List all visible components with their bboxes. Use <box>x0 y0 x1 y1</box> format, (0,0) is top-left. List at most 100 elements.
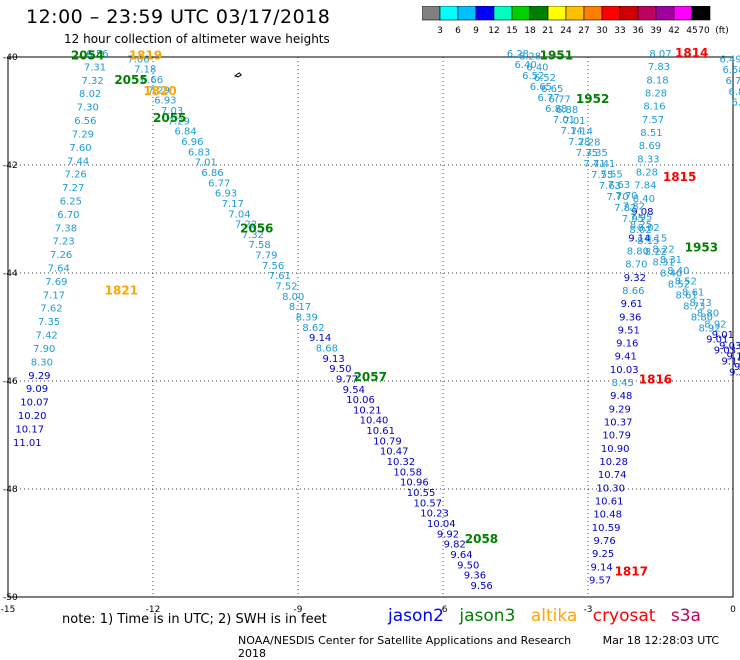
jason2-track-a-value: 7.35 <box>38 317 60 328</box>
jason2-track-b-value: 9.25 <box>592 549 614 560</box>
colorbar-swatch <box>529 6 549 21</box>
jason2-track-b-value: 8.07 <box>649 49 671 60</box>
jason2-track-a-value: 7.23 <box>52 237 74 248</box>
jason2-track-a-value: 7.26 <box>50 250 72 261</box>
jason2-track-b-value: 10.48 <box>593 510 622 521</box>
jason3-track-d-value-dup: 7.63 <box>608 180 630 191</box>
jason2-track-c-value: 8.00 <box>282 292 304 303</box>
jason2-track-c-value: 6.96 <box>181 137 203 148</box>
jason2-track-b-value: 9.48 <box>610 391 632 402</box>
legend-note: note: 1) Time is in UTC; 2) SWH is in fe… <box>62 612 327 627</box>
jason2-track-c-value: 7.04 <box>228 209 250 220</box>
jason3-track-d-value: 7.55 <box>591 170 613 181</box>
jason2-track-c-value: 8.62 <box>302 323 324 334</box>
jason2-track-b-value: 10.74 <box>598 470 627 481</box>
jason3-track-d-value-dup: 8.73 <box>689 298 711 309</box>
colorbar-swatch <box>673 6 693 21</box>
jason3-track-d-value: 8.31 <box>652 258 674 269</box>
jason2-track-a-value: 7.62 <box>40 304 62 315</box>
colorbar-tick-label: 6 <box>455 26 461 36</box>
y-tick-label: -48 <box>3 485 18 495</box>
jason3-track-d-value: 6.52 <box>522 71 544 82</box>
jason3-track-d-value: 7.14 <box>560 126 582 137</box>
jason2-track-c-value: 8.39 <box>296 312 318 323</box>
colorbar-swatch <box>475 6 495 21</box>
jason2-track-b-value: 9.76 <box>593 536 615 547</box>
legend-jason3: jason3 <box>459 606 516 626</box>
jason2-track-c-value: 9.50 <box>329 364 351 375</box>
jason2-track-a-value: 7.69 <box>45 277 67 288</box>
jason2-track-a-value: 7.31 <box>84 62 106 73</box>
jason3-track-d-value-dup: 7.01 <box>563 116 585 127</box>
colorbar-swatch <box>637 6 657 21</box>
jason2-track-c-value: 7.01 <box>195 158 217 169</box>
island-glyph <box>234 72 242 78</box>
jason3-track-d-value-dup: 7.70 <box>615 191 637 202</box>
jason2-track-b-value: 9.41 <box>615 352 637 363</box>
jason3-track-d-value: 6.40 <box>514 60 536 71</box>
jason2-track-b-value: 10.90 <box>601 444 630 455</box>
jason2-track-b-value: 7.57 <box>642 115 664 126</box>
jason3-track-d-value: 8.73 <box>683 302 705 313</box>
jason2-track-c-value: 6.77 <box>208 178 230 189</box>
colorbar-swatch <box>493 6 513 21</box>
jason3-track-d-value-dup: 7.35 <box>586 148 608 159</box>
colorbar-swatch <box>547 6 567 21</box>
jason3-track-d-value-dup: 9.15 <box>727 351 740 362</box>
jason2-track-b-value: 8.33 <box>637 154 659 165</box>
jason2-track-b-value: 10.61 <box>595 497 624 508</box>
jason2-track-b-value: 9.14 <box>590 562 612 573</box>
colorbar-tick-label: 30 <box>596 26 608 36</box>
colorbar-tick-label: 27 <box>578 26 589 36</box>
time-label: 1819 <box>129 49 162 63</box>
jason2-track-a-value: 10.07 <box>20 398 49 409</box>
jason2-track-a-value: 7.90 <box>33 344 55 355</box>
jason3-track-d-value-dup: 6.65 <box>541 84 563 95</box>
colorbar-tick-label: 42 <box>668 26 679 36</box>
jason3-track-d-value: 8.15 <box>637 236 659 247</box>
jason2-track-c-value: 8.17 <box>289 302 311 313</box>
jason3-track-d-value-dup: 9.22 <box>734 362 740 373</box>
jason2-track-a-value: 6.56 <box>86 49 108 60</box>
colorbar-tick-label: 36 <box>632 26 644 36</box>
jason2-track-c-value: 6.86 <box>201 168 223 179</box>
jason2-track-c-value: 7.32 <box>242 230 264 241</box>
jason3-track-d-value: 8.92 <box>698 324 720 335</box>
jason2-track-b-value: 9.57 <box>589 576 611 587</box>
jason3-track-d-value-dup: 9.01 <box>712 330 734 341</box>
jason3-track-d-value: 9.01 <box>706 335 728 346</box>
jason2-track-a-value: 6.56 <box>74 116 96 127</box>
jason3-track-d-value: 8.22 <box>645 247 667 258</box>
y-tick-label: -44 <box>3 269 18 279</box>
jason2-track-a-value: 7.30 <box>77 103 99 114</box>
jason2-track-c-value: 6.93 <box>215 189 237 200</box>
jason2-track-b-value: 8.45 <box>612 378 634 389</box>
jason2-track-c-value: 8.68 <box>316 343 338 354</box>
jason3-track-d-value-dup: 8.92 <box>704 319 726 330</box>
x-tick-label: -15 <box>1 605 16 615</box>
jason3-track-d-value: 6.88 <box>545 104 567 115</box>
jason2-track-c-value: 7.79 <box>255 251 277 262</box>
time-label: 2054 <box>71 49 104 63</box>
jason3-track-d-value-dup: 9.03 <box>719 341 740 352</box>
jason3-track-d-value: 6.28 <box>507 49 529 60</box>
jason3-track-d-value: 7.82 <box>614 203 636 214</box>
colorbar-swatch <box>457 6 477 21</box>
jason3-track-e-value: 6.49 <box>719 54 740 65</box>
jason2-track-c-value: 7.61 <box>269 271 291 282</box>
jason2-track-c-value: 6.84 <box>174 127 196 138</box>
map-frame <box>7 56 734 598</box>
jason3-track-e-value: 6.58 <box>722 65 740 76</box>
legend-altika: altika <box>530 606 578 626</box>
jason2-track-c-value: 7.22 <box>235 220 257 231</box>
jason2-track-b-value: 10.59 <box>592 523 621 534</box>
y-tick-label: -50 <box>3 593 18 603</box>
jason2-track-c-value: 10.23 <box>420 509 449 520</box>
jason2-track-c-value: 10.47 <box>380 447 409 458</box>
jason2-track-c-value: 9.64 <box>450 550 472 561</box>
jason3-track-d-value: 6.65 <box>530 82 552 93</box>
colorbar-tick-label: 18 <box>524 26 536 36</box>
jason2-track-a-value: 6.25 <box>60 196 82 207</box>
jason2-track-b-value: 8.51 <box>640 128 662 139</box>
jason2-track-c-value: 7.52 <box>275 282 297 293</box>
